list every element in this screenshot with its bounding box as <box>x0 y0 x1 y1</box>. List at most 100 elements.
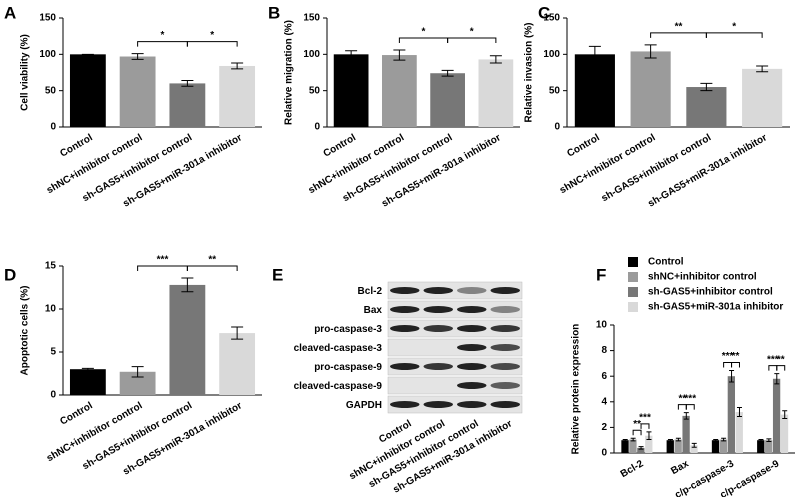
blot-strip <box>387 376 523 395</box>
blot-band <box>490 382 520 389</box>
significance-bracket <box>632 429 642 436</box>
x-tick-label: Bcl-2 <box>619 458 646 480</box>
y-tick-label: 0 <box>50 390 56 401</box>
blot-strip <box>387 281 523 300</box>
y-tick-label: 2 <box>601 422 607 433</box>
blot-band <box>457 306 487 313</box>
y-tick-label: 0 <box>601 448 607 459</box>
y-axis-label: Relative migration (%) <box>284 20 295 125</box>
significance-label: ** <box>633 419 641 430</box>
blot-band <box>490 287 520 294</box>
bar <box>772 378 781 453</box>
y-tick-label: 4 <box>601 396 607 407</box>
blot-band <box>423 325 453 332</box>
error-bar <box>713 439 719 442</box>
bar <box>69 369 106 395</box>
y-axis-label: Relative invasion (%) <box>524 22 535 122</box>
bar <box>682 415 690 453</box>
error-bar <box>393 49 406 61</box>
significance-bracket <box>640 423 650 429</box>
significance-bracket <box>776 365 786 371</box>
significance-label: *** <box>639 413 651 424</box>
error-bar <box>766 438 772 442</box>
significance-label: ** <box>208 255 216 266</box>
error-bar <box>646 431 652 441</box>
y-tick-label: 10 <box>45 304 57 315</box>
significance-label: * <box>210 30 214 41</box>
error-bar <box>729 369 735 383</box>
bar <box>219 333 256 395</box>
significance-bracket <box>137 265 188 272</box>
x-tick-label: Control <box>58 400 94 427</box>
bar <box>780 414 789 453</box>
y-tick-label: 8 <box>601 345 607 356</box>
y-tick-label: 10 <box>596 320 608 331</box>
bar <box>727 376 736 453</box>
blot-band <box>490 306 520 313</box>
blot-band <box>390 306 420 313</box>
error-bar <box>181 277 194 293</box>
significance-label: * <box>422 27 426 38</box>
significance-label: * <box>470 27 474 38</box>
blot-band <box>490 344 520 351</box>
bar <box>621 440 629 453</box>
legend-label: sh-GAS5+inhibitor control <box>648 287 773 298</box>
error-bar <box>441 69 454 77</box>
blot-band <box>457 287 487 294</box>
y-tick-label: 150 <box>303 13 320 24</box>
x-tick-label: Control <box>565 132 601 159</box>
y-tick-label: 5 <box>50 347 56 358</box>
bar <box>645 435 653 453</box>
error-bar <box>782 410 788 419</box>
y-axis-label: Cell viability (%) <box>20 34 31 111</box>
error-bar <box>691 442 697 448</box>
panel-label: F <box>596 265 606 284</box>
significance-bracket <box>447 37 497 43</box>
blot-row-label: pro-caspase-3 <box>314 324 382 335</box>
y-tick-label: 0 <box>50 122 56 133</box>
error-bar <box>758 439 764 442</box>
error-bar <box>622 439 628 442</box>
panel-label: A <box>4 3 16 22</box>
significance-bracket <box>705 32 763 38</box>
significance-label: *** <box>157 255 169 266</box>
error-bar <box>644 44 657 59</box>
y-tick-label: 50 <box>549 85 561 96</box>
error-bar <box>638 446 644 450</box>
error-bar <box>181 79 194 87</box>
y-tick-label: 150 <box>543 13 560 24</box>
panel-label: E <box>272 265 283 284</box>
bar <box>430 73 465 127</box>
blot-band <box>390 325 420 332</box>
significance-label: ** <box>732 351 740 362</box>
blot-strip <box>387 300 523 319</box>
bar <box>719 439 728 453</box>
y-tick-label: 50 <box>309 85 321 96</box>
legend-label: Control <box>648 257 684 268</box>
blot-row-label: cleaved-caspase-3 <box>294 343 383 354</box>
blot-band <box>423 363 453 370</box>
y-tick-label: 150 <box>39 13 56 24</box>
bar <box>478 59 514 127</box>
blot-band <box>457 363 487 370</box>
significance-bracket <box>137 41 188 47</box>
significance-label: *** <box>722 351 734 362</box>
legend-label: sh-GAS5+miR-301a inhibitor <box>648 302 783 313</box>
bar <box>666 440 674 453</box>
y-tick-label: 50 <box>45 85 57 96</box>
bar <box>637 447 645 453</box>
x-tick-label: Bax <box>669 458 691 477</box>
legend-swatch <box>628 257 638 267</box>
blot-strip <box>387 395 523 414</box>
legend-swatch <box>628 287 638 297</box>
bar <box>333 54 369 128</box>
blot-band <box>390 287 420 294</box>
significance-label: *** <box>684 393 696 404</box>
error-bar <box>721 437 727 442</box>
bar <box>169 284 206 395</box>
significance-label: * <box>732 22 736 33</box>
y-tick-label: 100 <box>303 49 320 60</box>
bar <box>169 83 206 127</box>
y-tick-label: 0 <box>314 122 320 133</box>
